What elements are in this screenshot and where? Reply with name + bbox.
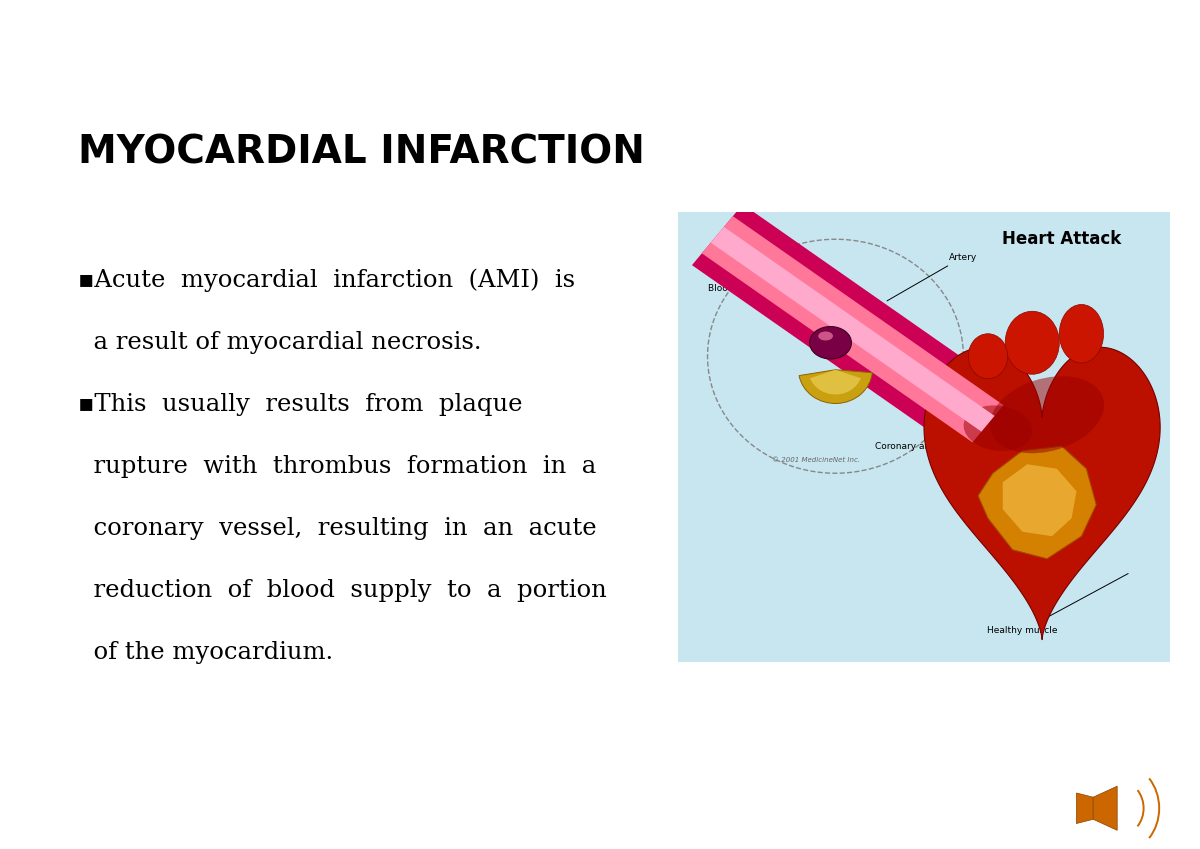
Text: of the myocardium.: of the myocardium.: [78, 640, 334, 664]
Text: reduction  of  blood  supply  to  a  portion: reduction of blood supply to a portion: [78, 578, 607, 602]
Text: coronary  vessel,  resulting  in  an  acute: coronary vessel, resulting in an acute: [78, 516, 596, 540]
Text: ▪Acute  myocardial  infarction  (AMI)  is: ▪Acute myocardial infarction (AMI) is: [78, 268, 575, 292]
Polygon shape: [1076, 793, 1093, 824]
Text: a result of myocardial necrosis.: a result of myocardial necrosis.: [78, 330, 481, 354]
Text: rupture  with  thrombus  formation  in  a: rupture with thrombus formation in a: [78, 454, 596, 478]
Text: MYOCARDIAL INFARCTION: MYOCARDIAL INFARCTION: [78, 134, 644, 171]
Polygon shape: [1093, 786, 1117, 830]
Text: ▪This  usually  results  from  plaque: ▪This usually results from plaque: [78, 392, 522, 416]
FancyBboxPatch shape: [678, 212, 1170, 662]
